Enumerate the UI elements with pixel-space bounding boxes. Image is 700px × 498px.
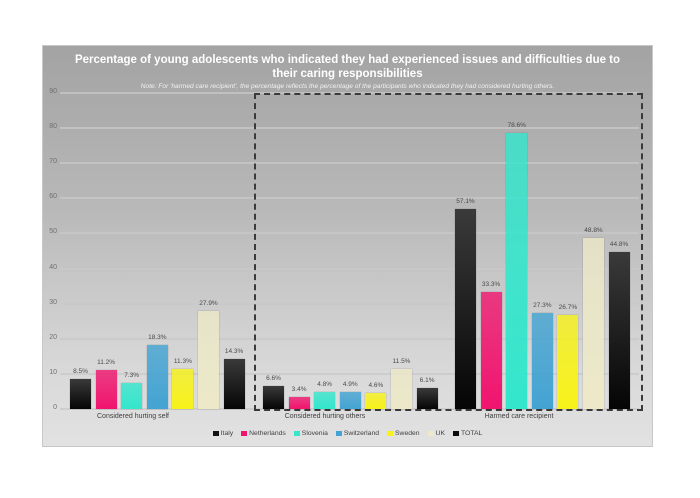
data-label: 7.3%	[124, 372, 140, 380]
legend: Italy Netherlands Slovenia Switzerland Swede…	[43, 430, 652, 437]
data-label: 4.8%	[317, 381, 333, 389]
data-label: 11.3%	[173, 358, 192, 366]
legend-label: UK	[435, 430, 446, 437]
x-category-label: Harmed care recipient	[484, 413, 554, 420]
chart-title-line-1: Percentage of young adolescents who indi…	[74, 54, 621, 66]
data-label: 27.3%	[533, 302, 552, 310]
legend-label: Slovenia	[301, 430, 328, 437]
y-tick-label: 50	[49, 228, 57, 236]
bar-uk-2	[583, 237, 604, 409]
data-label: 18.3%	[148, 333, 167, 341]
y-tick-label: 70	[49, 158, 57, 166]
data-label: 27.9%	[199, 300, 218, 308]
bar-sweden-2	[557, 315, 579, 409]
y-tick-label: 10	[49, 368, 57, 376]
x-category-label: Considered hurting others	[284, 413, 366, 420]
bar-uk-1	[391, 368, 412, 409]
bar-netherlands-2	[480, 292, 502, 409]
data-label: 11.5%	[392, 357, 411, 365]
legend-swatch	[453, 430, 460, 436]
legend-item-sweden: Sweden	[387, 430, 420, 437]
legend-swatch	[427, 430, 434, 436]
bar-slovenia-0	[121, 383, 143, 409]
legend-item-italy: Italy	[212, 430, 234, 437]
data-label: 8.5%	[73, 368, 88, 376]
legend-label: Sweden	[395, 430, 420, 437]
data-label: 48.8%	[584, 226, 603, 234]
highlight-box	[254, 93, 643, 411]
bar-sweden-0	[172, 369, 194, 409]
y-tick-label: 80	[49, 123, 57, 131]
y-tick-label: 60	[49, 193, 57, 201]
data-label: 44.8%	[609, 240, 629, 248]
legend-swatch	[293, 430, 300, 436]
bar-total-1	[416, 387, 438, 409]
data-label: 57.1%	[456, 197, 475, 205]
data-label: 26.7%	[558, 304, 578, 312]
chart-title-line-2: their caring responsibilities	[272, 68, 423, 80]
gridline	[60, 302, 639, 305]
legend-item-slovenia: Slovenia	[293, 430, 328, 437]
legend-label: TOTAL	[461, 430, 483, 437]
legend-item-netherlands: Netherlands	[241, 430, 286, 437]
data-label: 4.9%	[342, 380, 358, 388]
bar-netherlands-1	[288, 397, 310, 409]
data-label: 4.6%	[368, 381, 384, 389]
bar-switzerland-2	[531, 313, 553, 409]
data-label: 6.6%	[266, 374, 281, 382]
legend-item-total: TOTAL	[453, 430, 482, 437]
legend-label: Italy	[220, 430, 234, 437]
data-label: 11.2%	[97, 358, 116, 366]
y-tick-label: 20	[49, 333, 57, 341]
bar-switzerland-0	[146, 344, 168, 409]
legend-label: Netherlands	[249, 430, 286, 437]
bar-slovenia-1	[314, 392, 336, 409]
legend-swatch	[241, 430, 248, 436]
gridline	[60, 232, 639, 235]
bar-total-2	[608, 251, 630, 409]
legend-item-switzerland: Switzerland	[335, 430, 380, 437]
legend-swatch	[387, 430, 394, 436]
bar-netherlands-0	[95, 369, 117, 409]
bar-sweden-1	[365, 392, 387, 409]
bar-italy-2	[455, 208, 476, 409]
legend-swatch	[335, 430, 342, 436]
y-tick-label: 0	[53, 404, 57, 411]
bar-switzerland-1	[339, 391, 361, 409]
legend-label: Switzerland	[343, 430, 380, 437]
bar-uk-0	[198, 311, 219, 409]
data-label: 33.3%	[481, 281, 501, 289]
chart-subtitle: Note: For 'harmed care recipient', the p…	[140, 83, 555, 90]
data-label: 14.3%	[224, 347, 244, 355]
gridline	[60, 127, 639, 130]
gridline	[60, 372, 639, 375]
y-tick-label: 30	[49, 298, 57, 306]
gridline	[60, 337, 639, 340]
y-tick-label: 40	[49, 263, 57, 271]
legend-item-uk: UK	[427, 430, 446, 437]
data-label: 78.6%	[507, 122, 526, 130]
y-tick-label: 90	[49, 88, 57, 95]
data-label: 6.1%	[419, 376, 435, 384]
chart-frame: Percentage of young adolescents who indi…	[42, 45, 653, 447]
bar-italy-0	[70, 379, 91, 409]
bar-total-0	[223, 358, 245, 409]
bar-italy-1	[263, 385, 284, 409]
legend-swatch	[212, 430, 219, 436]
gridline	[60, 197, 639, 200]
bar-slovenia-2	[506, 133, 528, 409]
chart-title: Percentage of young adolescents who indi…	[43, 53, 652, 81]
gridline	[60, 267, 639, 270]
x-category-label: Considered hurting self	[97, 413, 169, 420]
data-label: 3.4%	[291, 386, 307, 394]
gridline	[60, 162, 639, 165]
